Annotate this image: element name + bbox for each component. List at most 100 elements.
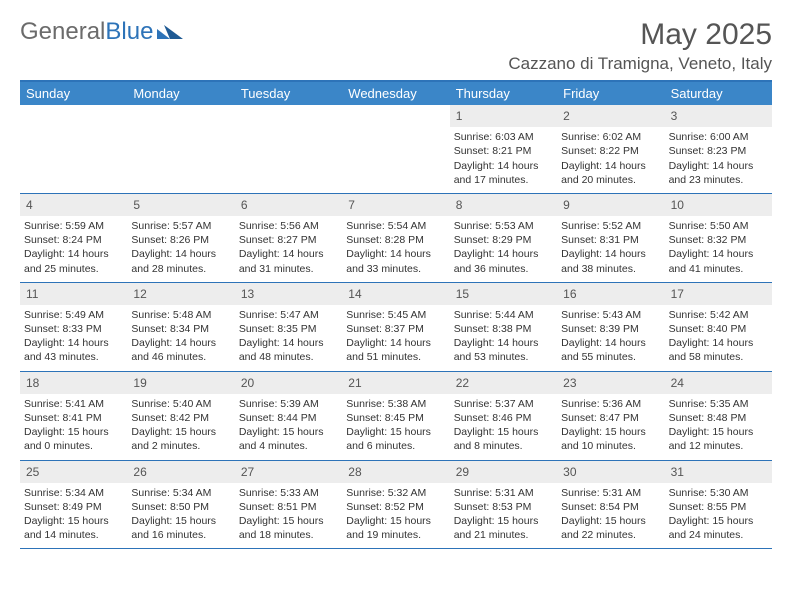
day-cell: 8Sunrise: 5:53 AMSunset: 8:29 PMDaylight… [450, 194, 557, 282]
day-number: 22 [450, 372, 557, 394]
sunrise-text: Sunrise: 5:38 AM [346, 397, 445, 411]
sunset-text: Sunset: 8:34 PM [131, 322, 230, 336]
sunset-text: Sunset: 8:48 PM [669, 411, 768, 425]
day-number: 27 [235, 461, 342, 483]
day-header: Saturday [665, 82, 772, 105]
sunset-text: Sunset: 8:35 PM [239, 322, 338, 336]
header: GeneralBlue May 2025 [20, 18, 772, 52]
day-cell: 26Sunrise: 5:34 AMSunset: 8:50 PMDayligh… [127, 461, 234, 549]
daylight-text: Daylight: 14 hours and 36 minutes. [454, 247, 553, 275]
brand-part1: General [20, 18, 105, 46]
day-number [235, 105, 342, 127]
day-number: 2 [557, 105, 664, 127]
sunset-text: Sunset: 8:46 PM [454, 411, 553, 425]
day-cell: 9Sunrise: 5:52 AMSunset: 8:31 PMDaylight… [557, 194, 664, 282]
sunrise-text: Sunrise: 5:31 AM [561, 486, 660, 500]
day-cell: 18Sunrise: 5:41 AMSunset: 8:41 PMDayligh… [20, 372, 127, 460]
sunrise-text: Sunrise: 5:37 AM [454, 397, 553, 411]
sunset-text: Sunset: 8:53 PM [454, 500, 553, 514]
day-header: Monday [127, 82, 234, 105]
daylight-text: Daylight: 14 hours and 43 minutes. [24, 336, 123, 364]
sunrise-text: Sunrise: 5:56 AM [239, 219, 338, 233]
daylight-text: Daylight: 14 hours and 46 minutes. [131, 336, 230, 364]
brand-part2: Blue [105, 18, 153, 46]
daylight-text: Daylight: 15 hours and 10 minutes. [561, 425, 660, 453]
day-number: 12 [127, 283, 234, 305]
day-number: 17 [665, 283, 772, 305]
week-row: 1Sunrise: 6:03 AMSunset: 8:21 PMDaylight… [20, 105, 772, 194]
sunrise-text: Sunrise: 5:59 AM [24, 219, 123, 233]
sunrise-text: Sunrise: 5:31 AM [454, 486, 553, 500]
calendar: Sunday Monday Tuesday Wednesday Thursday… [20, 80, 772, 549]
day-cell: 3Sunrise: 6:00 AMSunset: 8:23 PMDaylight… [665, 105, 772, 193]
day-number: 5 [127, 194, 234, 216]
sunrise-text: Sunrise: 5:54 AM [346, 219, 445, 233]
sunset-text: Sunset: 8:26 PM [131, 233, 230, 247]
sunrise-text: Sunrise: 5:32 AM [346, 486, 445, 500]
location-subtitle: Cazzano di Tramigna, Veneto, Italy [20, 54, 772, 74]
sunset-text: Sunset: 8:50 PM [131, 500, 230, 514]
sunset-text: Sunset: 8:32 PM [669, 233, 768, 247]
day-number: 7 [342, 194, 449, 216]
day-number: 1 [450, 105, 557, 127]
day-cell: 24Sunrise: 5:35 AMSunset: 8:48 PMDayligh… [665, 372, 772, 460]
day-cell [235, 105, 342, 193]
sunrise-text: Sunrise: 5:44 AM [454, 308, 553, 322]
sunrise-text: Sunrise: 5:30 AM [669, 486, 768, 500]
daylight-text: Daylight: 14 hours and 31 minutes. [239, 247, 338, 275]
day-number: 6 [235, 194, 342, 216]
day-number: 28 [342, 461, 449, 483]
day-header: Thursday [450, 82, 557, 105]
day-number: 4 [20, 194, 127, 216]
sunset-text: Sunset: 8:33 PM [24, 322, 123, 336]
sunset-text: Sunset: 8:24 PM [24, 233, 123, 247]
daylight-text: Daylight: 14 hours and 55 minutes. [561, 336, 660, 364]
sunset-text: Sunset: 8:44 PM [239, 411, 338, 425]
day-cell: 4Sunrise: 5:59 AMSunset: 8:24 PMDaylight… [20, 194, 127, 282]
day-cell: 20Sunrise: 5:39 AMSunset: 8:44 PMDayligh… [235, 372, 342, 460]
day-header: Friday [557, 82, 664, 105]
day-cell: 6Sunrise: 5:56 AMSunset: 8:27 PMDaylight… [235, 194, 342, 282]
daylight-text: Daylight: 14 hours and 51 minutes. [346, 336, 445, 364]
day-cell: 17Sunrise: 5:42 AMSunset: 8:40 PMDayligh… [665, 283, 772, 371]
daylight-text: Daylight: 15 hours and 18 minutes. [239, 514, 338, 542]
day-number [342, 105, 449, 127]
day-header: Tuesday [235, 82, 342, 105]
sunrise-text: Sunrise: 6:02 AM [561, 130, 660, 144]
day-number: 11 [20, 283, 127, 305]
sunset-text: Sunset: 8:45 PM [346, 411, 445, 425]
sunset-text: Sunset: 8:31 PM [561, 233, 660, 247]
day-cell: 19Sunrise: 5:40 AMSunset: 8:42 PMDayligh… [127, 372, 234, 460]
sunrise-text: Sunrise: 5:36 AM [561, 397, 660, 411]
sunrise-text: Sunrise: 5:48 AM [131, 308, 230, 322]
sunrise-text: Sunrise: 5:45 AM [346, 308, 445, 322]
sunrise-text: Sunrise: 5:57 AM [131, 219, 230, 233]
daylight-text: Daylight: 15 hours and 14 minutes. [24, 514, 123, 542]
day-number: 18 [20, 372, 127, 394]
daylight-text: Daylight: 14 hours and 28 minutes. [131, 247, 230, 275]
day-header: Wednesday [342, 82, 449, 105]
day-number: 31 [665, 461, 772, 483]
daylight-text: Daylight: 15 hours and 21 minutes. [454, 514, 553, 542]
day-cell: 31Sunrise: 5:30 AMSunset: 8:55 PMDayligh… [665, 461, 772, 549]
sunrise-text: Sunrise: 6:00 AM [669, 130, 768, 144]
brand-logo: GeneralBlue [20, 18, 183, 46]
week-row: 25Sunrise: 5:34 AMSunset: 8:49 PMDayligh… [20, 461, 772, 550]
daylight-text: Daylight: 14 hours and 17 minutes. [454, 159, 553, 187]
day-number: 8 [450, 194, 557, 216]
day-cell: 21Sunrise: 5:38 AMSunset: 8:45 PMDayligh… [342, 372, 449, 460]
sunrise-text: Sunrise: 5:34 AM [131, 486, 230, 500]
sunrise-text: Sunrise: 5:34 AM [24, 486, 123, 500]
day-cell: 25Sunrise: 5:34 AMSunset: 8:49 PMDayligh… [20, 461, 127, 549]
day-number: 20 [235, 372, 342, 394]
sunset-text: Sunset: 8:42 PM [131, 411, 230, 425]
daylight-text: Daylight: 15 hours and 19 minutes. [346, 514, 445, 542]
day-number: 19 [127, 372, 234, 394]
daylight-text: Daylight: 15 hours and 16 minutes. [131, 514, 230, 542]
daylight-text: Daylight: 14 hours and 58 minutes. [669, 336, 768, 364]
day-cell: 28Sunrise: 5:32 AMSunset: 8:52 PMDayligh… [342, 461, 449, 549]
day-cell: 27Sunrise: 5:33 AMSunset: 8:51 PMDayligh… [235, 461, 342, 549]
sunrise-text: Sunrise: 5:43 AM [561, 308, 660, 322]
day-number: 13 [235, 283, 342, 305]
daylight-text: Daylight: 15 hours and 4 minutes. [239, 425, 338, 453]
